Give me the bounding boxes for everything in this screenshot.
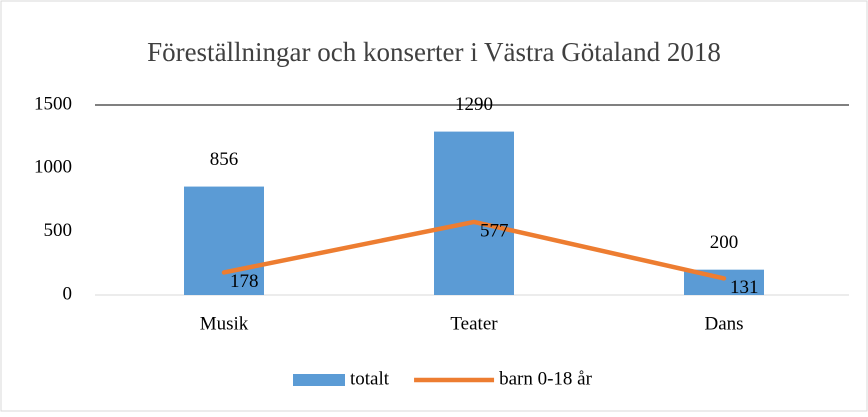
data-label: 1290: [455, 94, 493, 115]
data-label: 577: [480, 220, 509, 241]
line: [221, 219, 727, 281]
y-tick-label: 0: [63, 283, 73, 304]
x-tick-label: Dans: [704, 313, 743, 334]
legend-label: totalt: [350, 368, 390, 389]
y-tick-label: 1000: [34, 157, 72, 178]
data-label: 131: [730, 277, 759, 298]
y-tick-label: 500: [44, 220, 73, 241]
legend-label: barn 0-18 år: [499, 368, 593, 389]
data-label: 856: [210, 149, 239, 170]
chart-title: Föreställningar och konserter i Västra G…: [147, 37, 721, 67]
x-tick-label: Musik: [200, 313, 249, 334]
data-label: 178: [230, 271, 259, 292]
x-tick-label: Teater: [450, 313, 498, 334]
data-label: 200: [710, 232, 739, 253]
y-tick-label: 1500: [34, 93, 72, 114]
bar: [184, 186, 264, 295]
legend-swatch: [293, 374, 345, 386]
bar: [434, 131, 514, 295]
